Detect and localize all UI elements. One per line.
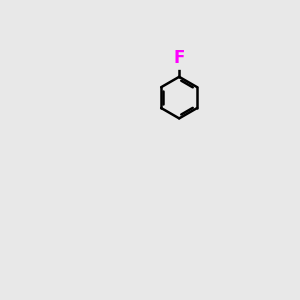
Text: F: F	[173, 49, 185, 67]
